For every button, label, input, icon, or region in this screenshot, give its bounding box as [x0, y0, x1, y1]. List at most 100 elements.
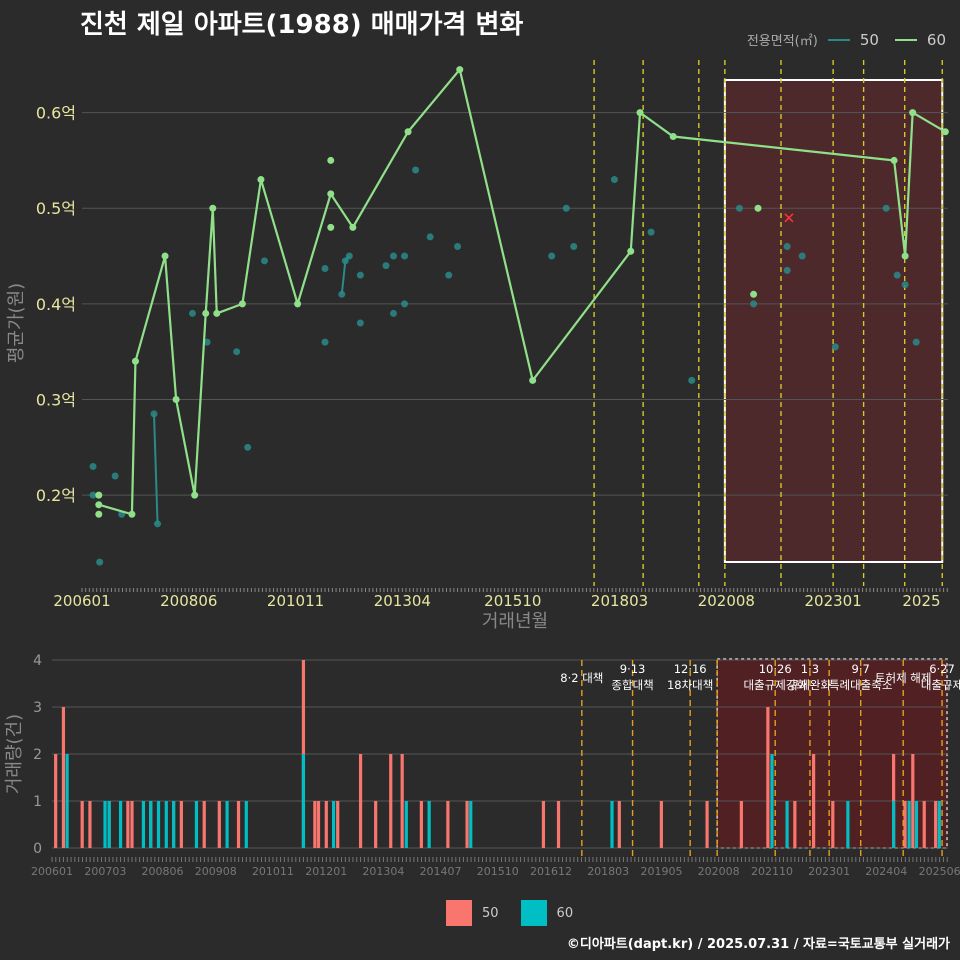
- bar-60: [914, 801, 919, 848]
- bar-60: [141, 801, 146, 848]
- x-tick-label-bottom: 201201: [305, 865, 347, 878]
- series-60-point: [191, 491, 199, 499]
- bar-50: [316, 801, 321, 848]
- policy-label: 규제완화: [789, 678, 832, 692]
- y-tick-label-bottom: 4: [33, 653, 42, 669]
- series-50-point: [912, 338, 920, 346]
- bar-50: [61, 707, 66, 848]
- bar-60: [427, 801, 431, 848]
- bar-60: [469, 801, 473, 848]
- series-50-point: [893, 271, 901, 279]
- bar-50: [179, 801, 183, 848]
- policy-label: 8·2 대책: [560, 671, 603, 685]
- x-tick-label-bottom: 201011: [252, 865, 294, 878]
- bar-50: [217, 801, 221, 848]
- x-tick-label-bottom: 200806: [141, 865, 183, 878]
- series-60-point: [257, 176, 265, 184]
- series-60-point: [128, 510, 136, 518]
- series-60-point: [131, 357, 139, 365]
- x-tick-label-bottom: 200908: [195, 865, 237, 878]
- series-50-point: [610, 176, 618, 184]
- series-50-point: [798, 252, 806, 260]
- series-60-point: [327, 156, 335, 164]
- y-axis-title: 평균가(원): [6, 283, 27, 363]
- x-tick-label-bottom: 202008: [698, 865, 740, 878]
- series-50-point: [389, 309, 397, 317]
- x-tick-label: 2025: [902, 592, 940, 610]
- bar-50: [54, 754, 58, 848]
- bar-50: [324, 801, 328, 848]
- series-50-point: [345, 252, 353, 260]
- bar-50: [419, 801, 423, 848]
- series-50-line: [153, 413, 159, 524]
- bar-60: [156, 801, 161, 848]
- series-50-point: [783, 242, 791, 250]
- series-60-point: [95, 491, 103, 499]
- x-tick-label-bottom: 200703: [84, 865, 126, 878]
- bar-50: [793, 801, 797, 848]
- series-50-point: [338, 290, 346, 298]
- legend-box-50: [446, 900, 472, 926]
- x-tick-label-bottom: 202301: [808, 865, 850, 878]
- series-50-point: [244, 443, 252, 451]
- series-50-point: [750, 300, 758, 308]
- policy-label: 10·26: [759, 662, 792, 676]
- credit-text: ©디아파트(dapt.kr) / 2025.07.31 / 자료=국토교통부 실…: [566, 937, 950, 952]
- bar-50: [911, 754, 915, 848]
- bar-50: [934, 801, 938, 848]
- series-60-point: [238, 300, 246, 308]
- series-50-point: [356, 271, 364, 279]
- x-tick-label-bottom: 202404: [865, 865, 907, 878]
- series-50-point: [321, 264, 329, 272]
- series-50-point: [647, 228, 655, 236]
- bar-60: [610, 801, 614, 848]
- bar-50: [389, 754, 393, 848]
- y-tick-label-bottom: 2: [33, 747, 42, 763]
- legend-bottom: 50 60: [446, 900, 585, 926]
- y-tick-label: 0.5억: [36, 199, 76, 218]
- bar-50: [130, 801, 134, 848]
- series-50-point: [570, 242, 578, 250]
- series-60-point: [327, 190, 335, 198]
- x-tick-label-bottom: 201905: [641, 865, 683, 878]
- x-tick-label: 200806: [160, 592, 217, 610]
- series-50-point: [89, 462, 97, 470]
- bar-60: [172, 801, 176, 848]
- series-50-point: [735, 204, 743, 212]
- series-50-point: [688, 376, 696, 384]
- series-50-point: [454, 242, 462, 250]
- policy-label: 9·7: [852, 662, 870, 676]
- series-50-point: [382, 262, 390, 270]
- bar-50: [400, 754, 404, 848]
- bar-50: [541, 801, 546, 848]
- series-60-point: [941, 128, 949, 136]
- series-50-point: [426, 233, 434, 241]
- bar-60: [65, 754, 69, 848]
- y-tick-label-bottom: 3: [33, 700, 42, 716]
- bar-60: [107, 801, 111, 848]
- bar-50: [336, 801, 340, 848]
- bar-50: [739, 801, 743, 848]
- series-60-point: [202, 309, 210, 317]
- series-50-point: [356, 319, 364, 327]
- series-60-point: [172, 396, 180, 404]
- series-50-point: [233, 348, 241, 356]
- y-axis-title-bottom: 거래량(건): [4, 714, 25, 794]
- series-60-point: [404, 128, 412, 136]
- x-tick-label-bottom: 201304: [362, 865, 404, 878]
- series-50-point: [188, 309, 196, 317]
- policy-label: 6·27: [929, 662, 955, 676]
- x-axis-title: 거래년월: [482, 611, 548, 632]
- legend-box-label-50: 50: [482, 905, 499, 921]
- series-60-point: [209, 204, 217, 212]
- bar-50: [374, 801, 378, 848]
- x-tick-label: 201304: [374, 592, 431, 610]
- x-tick-label-bottom: 200601: [31, 865, 73, 878]
- series-60-point: [456, 66, 464, 74]
- series-50-point: [401, 252, 409, 260]
- series-60-point: [213, 309, 221, 317]
- x-tick-label: 201510: [484, 592, 541, 610]
- x-tick-label-bottom: 201612: [530, 865, 572, 878]
- policy-label: 토허제 해제: [875, 671, 932, 685]
- y-tick-label-bottom: 1: [33, 794, 42, 810]
